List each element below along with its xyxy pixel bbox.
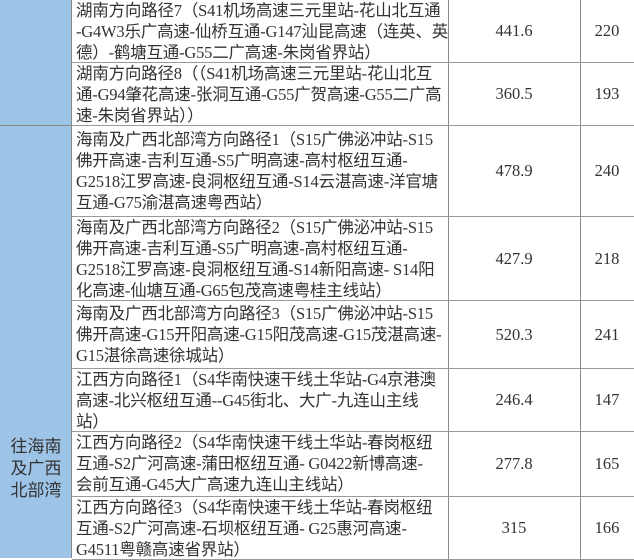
route-description: 江西方向路径1（S4华南快速干线土华站-G4京港澳 高速-北兴枢纽互通--G45街… — [76, 369, 448, 432]
distance-km: 520.3 — [495, 324, 533, 344]
table-row: 湖南方向路径8（（S41机场高速三元里站-花山北互 通-G94肇花高速-张洞互通-… — [72, 63, 634, 126]
route-line: 速-朱岗省界站）） — [76, 106, 204, 125]
column-divider — [580, 497, 581, 559]
route-description: 江西方向路径2（S4华南快速干线土华站-春岗枢纽 互通-S2广河高速-蒲田枢纽互通… — [76, 432, 448, 495]
travel-time: 220 — [594, 21, 620, 40]
route-description: 海南及广西北部湾方向路径1（S15广佛泌冲站-S15 佛开高速-吉利互通-S5广明… — [76, 129, 448, 213]
table-row: 海南及广西北部湾方向路径1（S15广佛泌冲站-S15 佛开高速-吉利互通-S5广明… — [72, 126, 634, 217]
route-line: 高速-北兴枢纽互通--G45街北、大广-九连山主线 — [76, 391, 419, 410]
column-divider — [448, 126, 449, 216]
route-line: 江西方向路径1（S4华南快速干线土华站-G4京港澳 — [76, 370, 436, 389]
column-divider — [448, 497, 449, 559]
route-line: 佛开高速-G15开阳高速-G15阳茂高速-G15茂湛高速- — [76, 324, 442, 344]
group-divider — [0, 125, 72, 126]
distance-km: 441.6 — [495, 21, 533, 40]
route-line: G4511粤赣高速省界站） — [76, 540, 250, 559]
column-divider — [448, 301, 449, 368]
route-line: 湖南方向路径8（（S41机场高速三元里站-花山北互 — [76, 64, 433, 83]
route-line: 互通-S2广河高速-蒲田枢纽互通- G0422新博高速- — [76, 454, 423, 473]
column-divider — [580, 217, 581, 300]
route-description: 湖南方向路径7（S41机场高速三元里站-花山北互通 -G4W3乐广高速-仙桥互通-… — [76, 0, 448, 63]
route-line: 江西方向路径3（S4华南快速干线土华站-春岗枢纽 — [76, 498, 433, 517]
distance-km: 478.9 — [495, 161, 533, 180]
route-line: 通-G94肇花高速-张洞互通-G55广贺高速-G55二广高 — [76, 85, 442, 104]
travel-time: 240 — [594, 161, 620, 180]
route-description: 海南及广西北部湾方向路径2（S15广佛泌冲站-S15 佛开高速-吉利互通-S5广明… — [76, 217, 448, 301]
route-line: 海南及广西北部湾方向路径3（S15广佛泌冲站-S15 — [76, 303, 433, 323]
route-line: 佛开高速-吉利互通-S5广明高速-高村枢纽互通- — [76, 239, 408, 258]
group-label-line: 往海南 — [10, 437, 62, 456]
group-label-line: 北部湾 — [10, 481, 62, 500]
route-line: G2518江罗高速-良洞枢纽互通-S14云湛高速-洋官塘 — [76, 171, 438, 191]
travel-time: 241 — [594, 324, 620, 344]
distance-km: 246.4 — [495, 390, 533, 409]
column-divider — [580, 369, 581, 431]
route-line: 海南及广西北部湾方向路径1（S15广佛泌冲站-S15 — [76, 129, 433, 149]
route-line: 站） — [76, 412, 109, 431]
route-line: 江西方向路径2（S4华南快速干线土华站-春岗枢纽 — [76, 433, 433, 452]
table-row: 湖南方向路径7（S41机场高速三元里站-花山北互通 -G4W3乐广高速-仙桥互通-… — [72, 0, 634, 63]
table-row: 海南及广西北部湾方向路径3（S15广佛泌冲站-S15 佛开高速-G15开阳高速-G… — [72, 301, 634, 369]
route-line: G2518江罗高速-良洞枢纽互通-S14新阳高速- S14阳 — [76, 260, 435, 279]
route-line: 化高速-仙塘互通-G65包茂高速粤桂主线站） — [76, 281, 392, 300]
route-description: 湖南方向路径8（（S41机场高速三元里站-花山北互 通-G94肇花高速-张洞互通-… — [76, 63, 448, 126]
table-row: 海南及广西北部湾方向路径2（S15广佛泌冲站-S15 佛开高速-吉利互通-S5广明… — [72, 217, 634, 301]
column-divider — [448, 432, 449, 496]
distance-km: 277.8 — [495, 454, 533, 473]
table-row: 江西方向路径1（S4华南快速干线土华站-G4京港澳 高速-北兴枢纽互通--G45街… — [72, 369, 634, 432]
table-row: 江西方向路径3（S4华南快速干线土华站-春岗枢纽 互通-S2广河高速-石坝枢纽互通… — [72, 497, 634, 560]
route-line: 湖南方向路径7（S41机场高速三元里站-花山北互通 — [76, 1, 441, 20]
route-line: 互通-S2广河高速-石坝枢纽互通- G25惠河高速- — [76, 519, 407, 538]
route-line: 佛开高速-吉利互通-S5广明高速-高村枢纽互通- — [76, 150, 408, 170]
route-line: 会前互通-G45大广高速九连山主线站） — [76, 475, 354, 494]
route-line: 海南及广西北部湾方向路径2（S15广佛泌冲站-S15 — [76, 218, 433, 237]
travel-time: 166 — [594, 518, 620, 537]
route-line: G15湛徐高速徐城站） — [76, 345, 235, 365]
column-divider — [580, 301, 581, 368]
distance-km: 360.5 — [495, 84, 533, 103]
group-cell-hunan — [0, 0, 72, 126]
group-label-hainan-guangxi: 往海南 及广西 北部湾 — [0, 436, 72, 502]
travel-time: 165 — [594, 454, 620, 473]
route-line: 德）-鹤塘互通-G55二广高速-朱岗省界站） — [76, 43, 381, 62]
travel-time: 193 — [594, 84, 620, 103]
route-description: 江西方向路径3（S4华南快速干线土华站-春岗枢纽 互通-S2广河高速-石坝枢纽互通… — [76, 497, 448, 560]
distance-km: 427.9 — [495, 248, 533, 268]
travel-time: 147 — [594, 390, 620, 409]
distance-km: 315 — [501, 518, 527, 537]
column-divider — [448, 369, 449, 431]
travel-time: 218 — [594, 248, 620, 268]
column-divider — [448, 0, 449, 62]
route-line: -G4W3乐广高速-仙桥互通-G147汕昆高速（连英、英 — [76, 22, 449, 41]
table-row: 江西方向路径2（S4华南快速干线土华站-春岗枢纽 互通-S2广河高速-蒲田枢纽互通… — [72, 432, 634, 497]
group-cell-hainan-guangxi — [0, 126, 72, 558]
column-divider — [448, 217, 449, 300]
route-line: 互通-G75渝湛高速粤西站） — [76, 192, 273, 212]
column-divider — [580, 0, 581, 62]
column-divider — [580, 63, 581, 125]
group-label-line: 及广西 — [10, 459, 62, 478]
column-divider — [448, 63, 449, 125]
column-divider — [580, 126, 581, 216]
column-divider — [580, 432, 581, 496]
route-description: 海南及广西北部湾方向路径3（S15广佛泌冲站-S15 佛开高速-G15开阳高速-G… — [76, 303, 448, 366]
